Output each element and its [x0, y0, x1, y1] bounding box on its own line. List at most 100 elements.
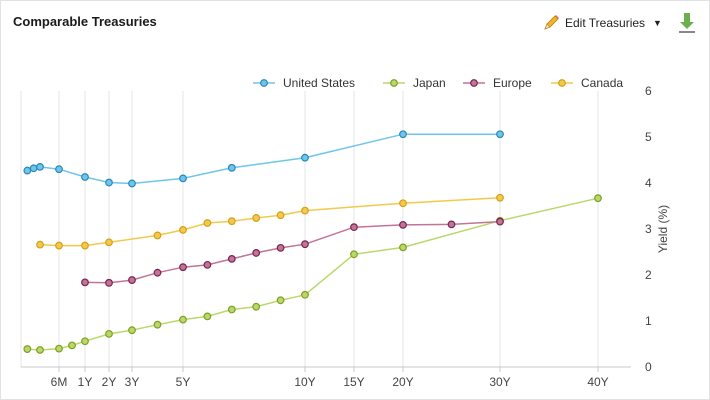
edit-treasuries-label: Edit Treasuries: [565, 16, 646, 30]
series-united-states: [23, 130, 504, 188]
data-point: [496, 193, 504, 202]
y-tick-label: 0: [645, 360, 652, 374]
data-point: [301, 153, 309, 162]
data-point: [55, 165, 63, 174]
data-point: [68, 341, 76, 350]
data-point: [105, 278, 113, 287]
data-point: [203, 312, 212, 321]
data-point: [276, 296, 285, 305]
data-point: [227, 217, 236, 226]
legend-label: Europe: [493, 76, 532, 90]
y-tick-label: 6: [645, 84, 652, 98]
data-point: [227, 163, 236, 172]
edit-treasuries-button[interactable]: Edit Treasuries ▼: [541, 13, 662, 33]
data-point: [252, 249, 261, 257]
data-point: [276, 243, 285, 252]
legend: United States Japan Europe Canada: [253, 76, 623, 90]
legend-marker: [390, 79, 398, 87]
data-point: [36, 346, 44, 354]
series-japan: [23, 194, 602, 354]
data-point: [153, 268, 162, 277]
data-point: [399, 220, 407, 229]
legend-label: Canada: [581, 76, 623, 90]
data-point: [399, 130, 407, 139]
legend-label: United States: [283, 76, 355, 90]
x-tick-label: 10Y: [294, 375, 315, 389]
data-point: [594, 194, 602, 203]
grid-lines: [20, 91, 599, 367]
y-tick-label: 5: [645, 130, 652, 144]
x-tick-label: 2Y: [102, 375, 117, 389]
data-point: [179, 226, 187, 234]
x-tick-label: 40Y: [587, 375, 608, 389]
legend-marker: [470, 79, 478, 87]
data-point: [227, 305, 236, 314]
caret-down-icon: ▼: [653, 18, 662, 28]
data-point: [496, 130, 504, 139]
data-point: [252, 214, 261, 222]
x-tick-label: 15Y: [343, 375, 364, 389]
data-point: [203, 260, 212, 269]
series-canada: [36, 193, 504, 250]
x-tick-label: 30Y: [489, 375, 510, 389]
x-tick-label: 3Y: [125, 375, 140, 389]
data-point: [447, 220, 456, 229]
data-point: [105, 238, 113, 247]
pencil-icon: [544, 15, 559, 30]
data-point: [153, 231, 162, 240]
legend-label: Japan: [413, 76, 446, 90]
data-point: [179, 174, 187, 183]
data-point: [128, 276, 136, 284]
x-tick-label: 5Y: [176, 375, 191, 389]
legend-marker: [260, 79, 268, 87]
y-tick-label: 1: [645, 314, 652, 328]
data-point: [81, 173, 89, 181]
data-point: [399, 243, 407, 252]
data-point: [301, 290, 309, 299]
y-axis: 0 1 2 3 4 5 6 Yield (%): [645, 84, 670, 374]
data-point: [81, 337, 89, 346]
data-point: [29, 164, 38, 173]
data-point: [179, 263, 187, 272]
x-axis: 6M 1Y 2Y 3Y 5Y 10Y 15Y 20Y 30Y 40Y: [21, 366, 631, 389]
widget-title: Comparable Treasuries: [13, 14, 157, 29]
data-point: [36, 162, 44, 171]
data-point: [55, 344, 63, 353]
legend-item: Europe: [463, 76, 532, 90]
download-icon[interactable]: [677, 12, 697, 34]
y-tick-label: 2: [645, 268, 652, 282]
data-point: [301, 206, 309, 215]
series-line: [84, 220, 501, 284]
legend-item: Japan: [383, 76, 446, 90]
data-point: [203, 219, 212, 227]
legend-item: Canada: [551, 76, 623, 90]
data-point: [81, 278, 89, 287]
data-point: [496, 217, 504, 226]
data-point: [105, 178, 113, 187]
series-line: [27, 197, 599, 351]
data-point: [55, 241, 63, 250]
x-tick-label: 6M: [51, 375, 68, 389]
legend-marker: [558, 79, 566, 87]
series-europe: [81, 217, 504, 287]
series-line: [27, 133, 500, 185]
x-tick-label: 1Y: [78, 375, 93, 389]
data-point: [23, 345, 32, 353]
data-point: [301, 240, 309, 249]
data-point: [227, 254, 236, 263]
y-axis-title: Yield (%): [656, 205, 670, 253]
legend-item: United States: [253, 76, 355, 90]
data-point: [23, 166, 32, 175]
data-point: [36, 240, 44, 249]
data-point: [276, 211, 285, 220]
data-point: [153, 320, 162, 329]
x-tick-label: 20Y: [392, 375, 413, 389]
data-point: [252, 302, 261, 311]
data-point: [105, 329, 113, 338]
data-point: [399, 199, 407, 208]
data-point: [128, 179, 136, 188]
y-tick-label: 3: [645, 222, 652, 236]
y-tick-label: 4: [645, 176, 652, 190]
data-point: [350, 223, 358, 232]
